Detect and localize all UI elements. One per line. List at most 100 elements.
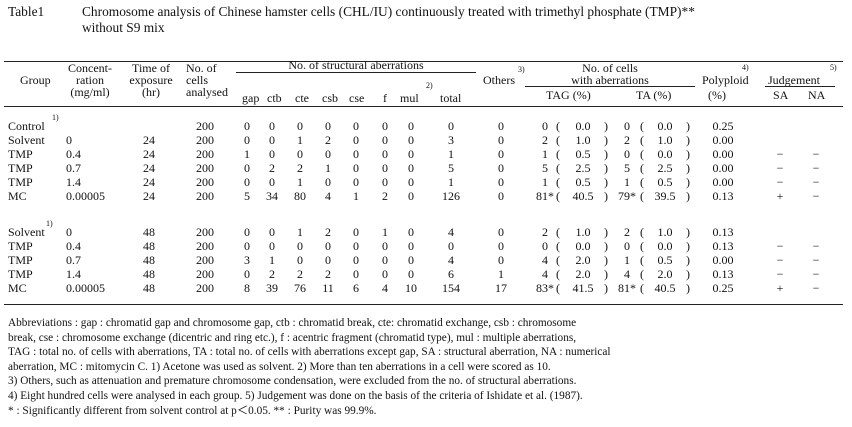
cell-total: 1	[448, 147, 454, 161]
cell-ctb: 0	[269, 133, 275, 147]
cell-ctb: 0	[269, 175, 275, 189]
cell-time: 48	[143, 225, 155, 239]
cell-f: 0	[382, 253, 388, 267]
cell-group: TMP	[8, 253, 33, 267]
header-rule	[4, 106, 843, 107]
cell-others: 17	[495, 281, 507, 295]
cell-cse: 6	[353, 281, 359, 295]
cell-poly: 0.00	[712, 147, 734, 161]
cell-gap: 0	[244, 161, 250, 175]
table-title-line1: Chromosome analysis of Chinese hamster c…	[82, 4, 695, 19]
cell-conc: 0.7	[66, 253, 81, 267]
cell-mul: 0	[408, 267, 414, 281]
cell-paren: )	[604, 189, 608, 203]
cell-ctb: 1	[269, 253, 275, 267]
cell-ta: 2	[624, 133, 630, 147]
cell-tagp: 1.0	[575, 133, 591, 147]
cell-paren: )	[686, 119, 690, 133]
cell-conc: 1.4	[66, 175, 81, 189]
judgement-rule	[765, 86, 835, 87]
cell-f: 4	[382, 281, 388, 295]
header-time-3: (hr)	[142, 85, 160, 99]
bottom-rule	[4, 304, 843, 305]
cell-cte: 80	[294, 189, 306, 203]
cell-group: Solvent	[8, 225, 45, 239]
cell-poly: 0.00	[712, 175, 734, 189]
cell-group-note: 1)	[46, 219, 53, 228]
cell-ta: 79	[618, 189, 630, 203]
cell-cells: 200	[196, 225, 214, 239]
cell-ctb: 39	[266, 281, 278, 295]
cell-tagp: 0.5	[575, 175, 591, 189]
cell-csb: 0	[325, 147, 331, 161]
cell-ta: 0	[624, 239, 630, 253]
cell-tap: 0.0	[657, 239, 673, 253]
header-withab-2: with aberrations	[571, 73, 649, 87]
cell-paren: (	[556, 281, 560, 295]
cell-conc: 1.4	[66, 267, 81, 281]
cell-paren: (	[640, 175, 644, 189]
cell-total: 6	[448, 267, 454, 281]
cell-sa: +	[776, 281, 784, 295]
cell-f: 0	[382, 147, 388, 161]
cell-cells: 200	[196, 253, 214, 267]
cell-paren: )	[686, 161, 690, 175]
cell-mul: 0	[408, 239, 414, 253]
cell-cte: 0	[297, 239, 303, 253]
sub-ta: TA (%)	[636, 88, 672, 102]
cell-gap: 0	[244, 225, 250, 239]
cell-csb: 0	[325, 253, 331, 267]
cell-paren: (	[556, 175, 560, 189]
cell-na: −	[812, 161, 820, 175]
cell-na: −	[812, 281, 820, 295]
cell-others: 0	[498, 119, 504, 133]
cell-paren: )	[604, 119, 608, 133]
cell-tagp: 40.5	[572, 189, 594, 203]
cell-gap: 1	[244, 147, 250, 161]
cell-csb: 0	[325, 119, 331, 133]
structural-rule	[236, 72, 476, 73]
cell-poly: 0.13	[712, 225, 734, 239]
cell-ctb: 0	[269, 119, 275, 133]
cell-sa: −	[776, 267, 784, 281]
cell-paren: (	[640, 267, 644, 281]
cell-gap: 0	[244, 119, 250, 133]
cell-paren: (	[640, 147, 644, 161]
cell-paren: (	[556, 119, 560, 133]
cell-f: 0	[382, 161, 388, 175]
cell-others: 0	[498, 253, 504, 267]
cell-tag: 1	[542, 147, 548, 161]
cell-tap: 1.0	[657, 225, 673, 239]
cell-paren: (	[556, 147, 560, 161]
cell-f: 0	[382, 119, 388, 133]
cell-conc: 0	[66, 225, 72, 239]
header-time-1: Time of	[132, 61, 170, 75]
cell-tag: 83	[536, 281, 548, 295]
cell-time: 48	[143, 267, 155, 281]
cell-paren: (	[640, 253, 644, 267]
cell-gap: 8	[244, 281, 250, 295]
header-others: Others	[483, 73, 515, 87]
cell-gap: 3	[244, 253, 250, 267]
cell-group-note: 1)	[52, 113, 59, 122]
abbr-line: aberration, MC : mitomycin C. 1) Acetone…	[8, 360, 551, 373]
cell-tag: 2	[542, 133, 548, 147]
cell-paren: )	[604, 239, 608, 253]
cell-sa: +	[776, 189, 784, 203]
cell-paren: )	[604, 161, 608, 175]
cell-cse: 0	[353, 147, 359, 161]
cell-poly: 0.25	[712, 119, 734, 133]
header-structural: No. of structural aberrations	[288, 58, 424, 72]
cell-cse: 0	[353, 267, 359, 281]
cell-tag: 0	[542, 239, 548, 253]
cell-ta: 1	[624, 175, 630, 189]
cell-paren: )	[604, 281, 608, 295]
cell-ta: 4	[624, 267, 630, 281]
cell-paren: )	[686, 281, 690, 295]
sub-mul: mul	[400, 91, 419, 105]
cell-paren: (	[640, 189, 644, 203]
cell-paren: (	[556, 239, 560, 253]
cell-tagp: 2.0	[575, 253, 591, 267]
cell-cse: 0	[353, 119, 359, 133]
sub-total: total	[440, 91, 462, 105]
